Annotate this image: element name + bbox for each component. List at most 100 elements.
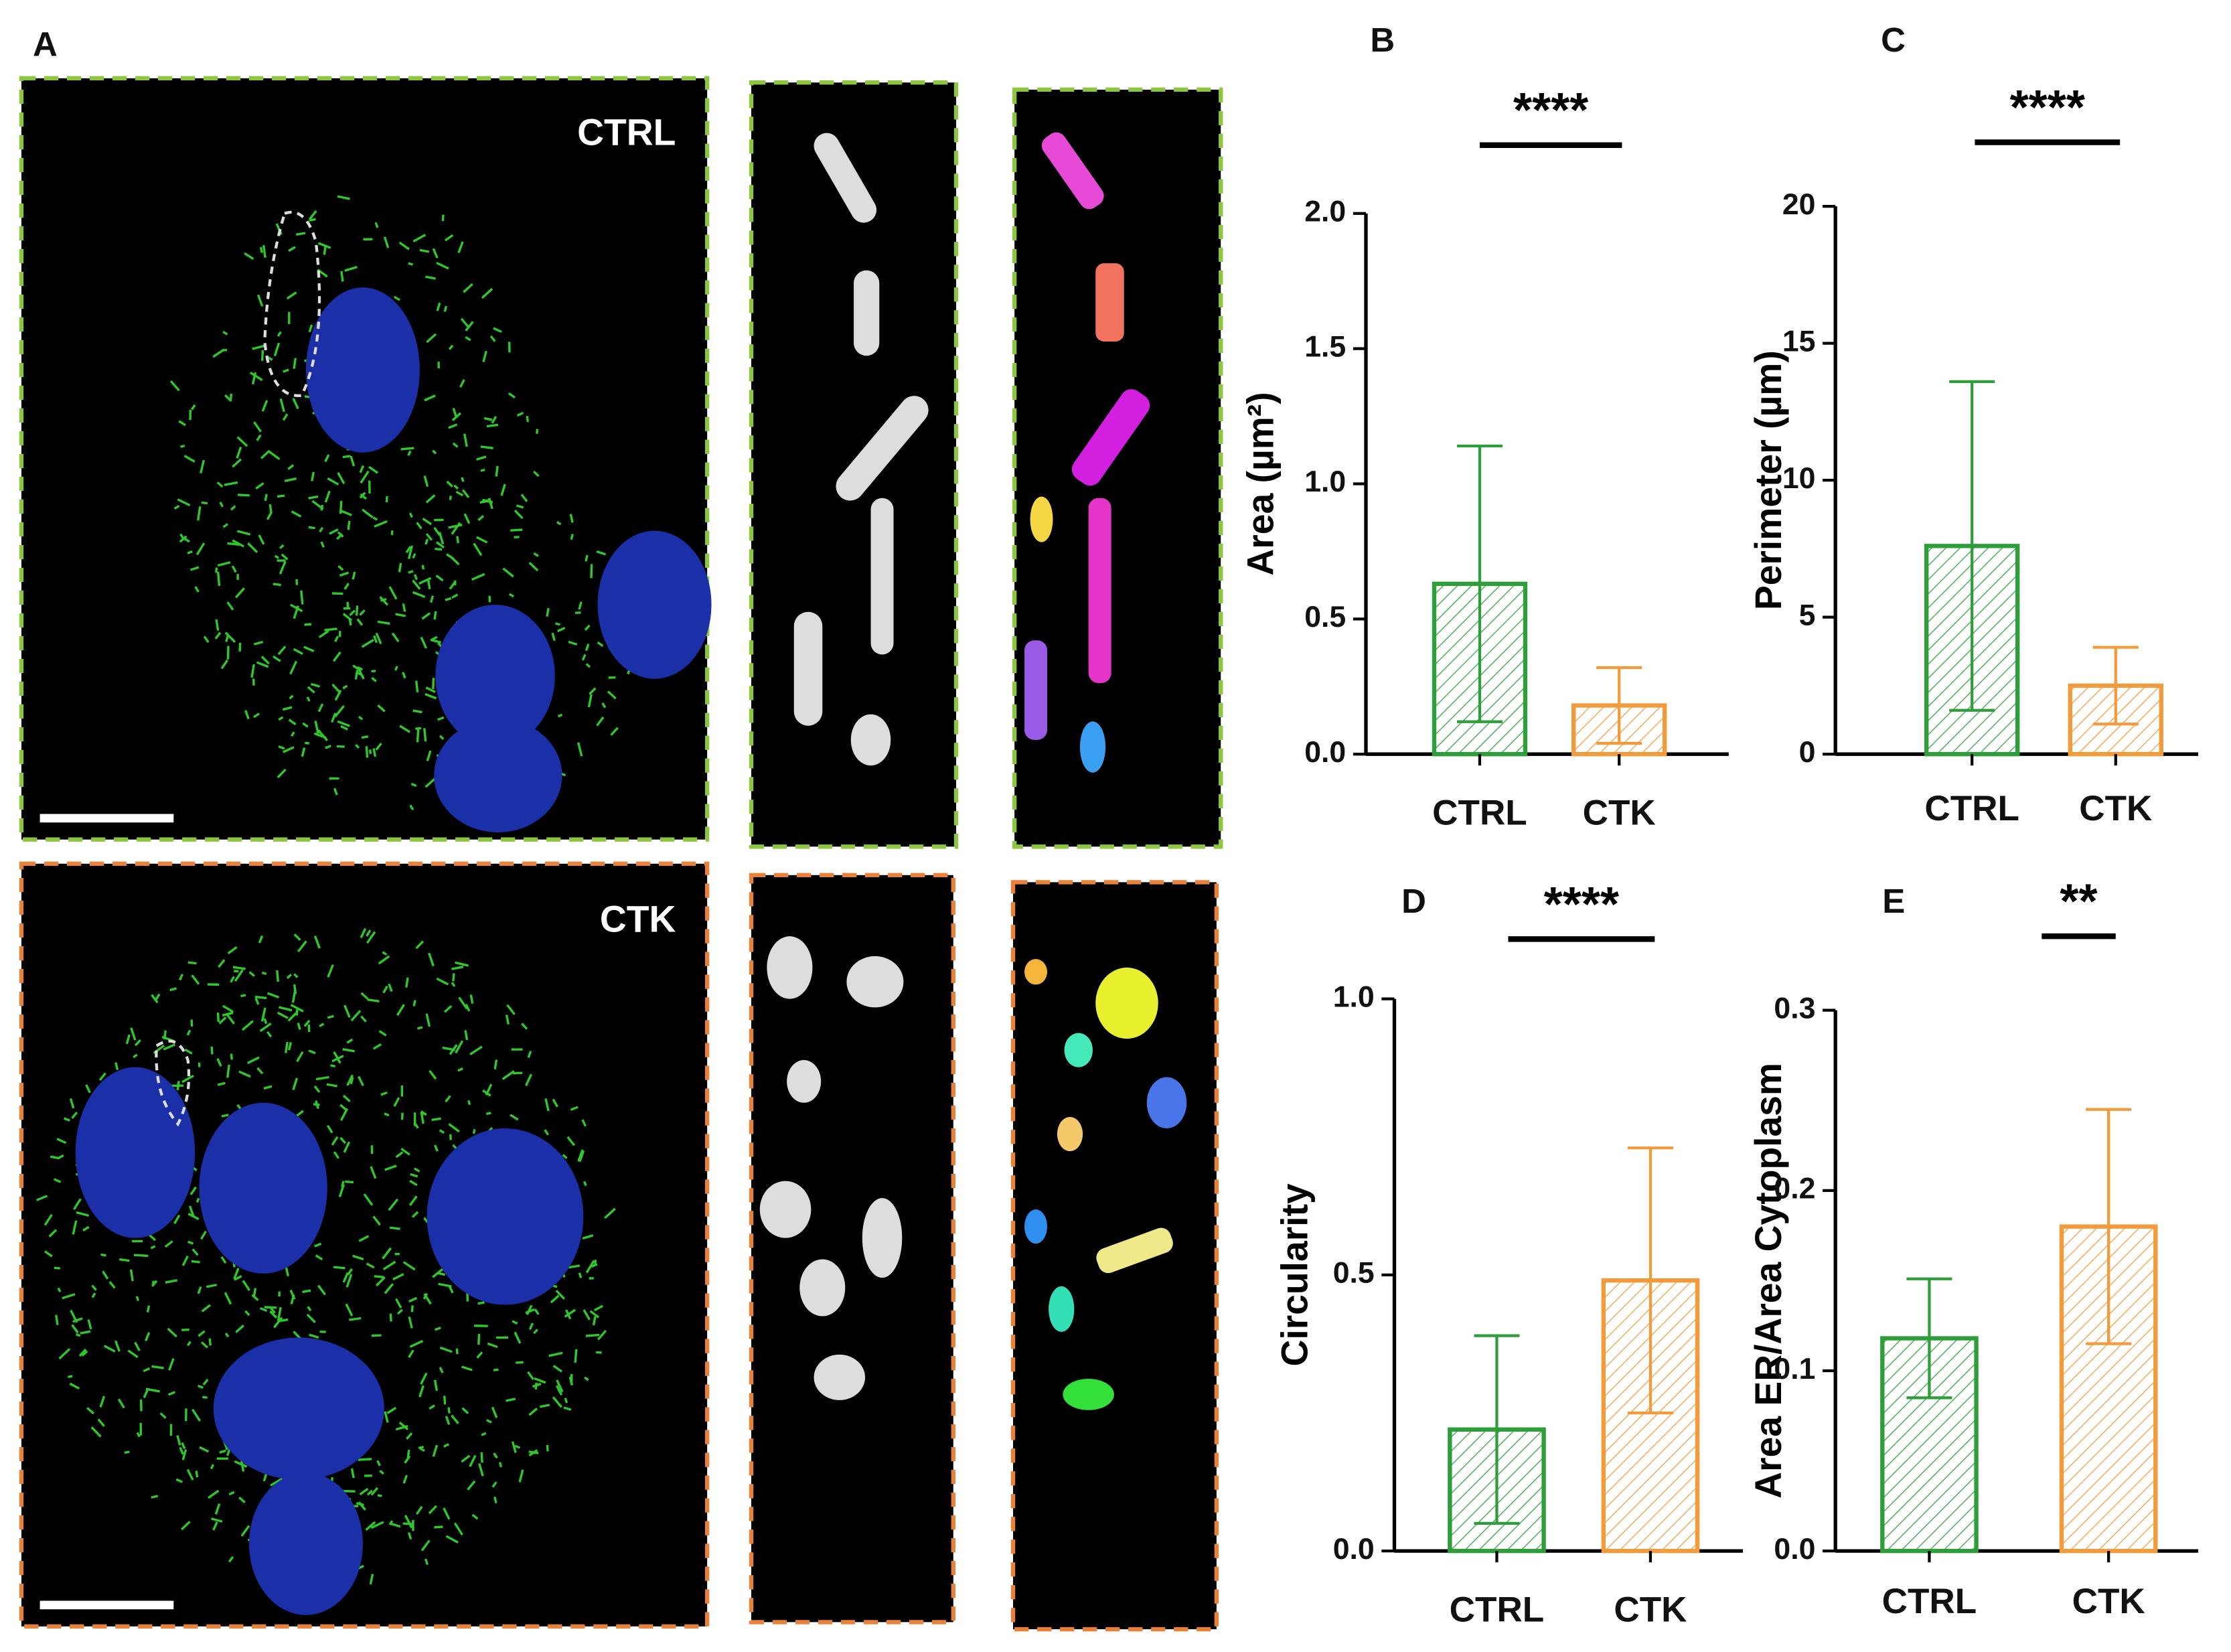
er-fragment [465, 335, 471, 342]
er-fragment [377, 1494, 382, 1497]
er-fragment [44, 1250, 53, 1258]
er-fragment [259, 1023, 272, 1033]
er-fragment [310, 682, 320, 688]
blob [814, 133, 877, 223]
er-fragment [400, 447, 414, 451]
er-fragment [500, 483, 506, 496]
er-fragment [570, 1106, 579, 1111]
er-fragment [241, 1020, 254, 1031]
er-fragment [469, 1454, 477, 1467]
er-fragment [445, 597, 452, 601]
er-fragment [452, 973, 455, 982]
er-fragment [459, 379, 465, 388]
er-fragment [421, 612, 431, 620]
er-fragment [273, 342, 281, 357]
er-fragment [235, 1325, 244, 1333]
er-fragment [217, 1081, 226, 1086]
er-fragment [375, 1276, 386, 1287]
er-fragment [198, 1330, 206, 1337]
er-fragment [498, 1462, 503, 1468]
er-fragment [347, 520, 351, 530]
er-fragment [244, 710, 250, 720]
er-fragment [135, 1296, 140, 1302]
er-fragment [300, 590, 304, 605]
er-fragment [145, 1332, 151, 1341]
blob [759, 1181, 812, 1238]
er-fragment [577, 1149, 584, 1162]
y-tick-label: 0.0 [1304, 736, 1346, 769]
error-bar [1627, 1146, 1673, 1415]
er-fragment [533, 470, 540, 477]
er-fragment [287, 464, 295, 470]
er-fragment [324, 627, 337, 631]
bar-chart: B **** Area (µm²) 0.0 0.5 1.0 1.5 2.0 CTRL CTK [1240, 21, 1729, 833]
er-fragment [194, 586, 200, 593]
er-fragment [432, 449, 437, 455]
er-fragment [358, 715, 364, 721]
er-fragment [418, 1385, 425, 1398]
er-fragment [412, 553, 416, 559]
blob [850, 714, 891, 766]
er-fragment [229, 393, 233, 402]
er-fragment [362, 508, 374, 518]
er-fragment [493, 1059, 498, 1070]
er-fragment [398, 562, 402, 573]
er-fragment [382, 985, 388, 994]
er-fragment [242, 1280, 250, 1291]
er-fragment [516, 1361, 524, 1364]
er-fragment [446, 553, 455, 560]
er-fragment [359, 465, 365, 473]
er-fragment [244, 1310, 250, 1317]
er-fragment [552, 1396, 563, 1408]
er-fragment [544, 1129, 550, 1136]
er-fragment [233, 1268, 240, 1280]
segment [1049, 1286, 1075, 1332]
er-fragment [359, 609, 366, 616]
er-fragment [164, 1240, 173, 1248]
er-fragment [215, 567, 218, 573]
er-fragment [315, 1075, 329, 1081]
er-fragment [344, 266, 358, 272]
er-fragment [380, 1091, 388, 1096]
er-fragment [50, 1155, 60, 1160]
er-fragment [187, 550, 193, 554]
er-fragment [431, 1117, 441, 1122]
er-fragment [528, 1408, 538, 1416]
bar-chart: D **** Circularity 0.0 0.5 1.0 CTRL CTK [1274, 878, 1744, 1630]
er-fragment [285, 1266, 289, 1277]
er-fragment [308, 324, 313, 333]
er-fragment [372, 748, 377, 757]
er-fragment [520, 494, 528, 502]
er-fragment [181, 1255, 189, 1266]
er-fragment [69, 1382, 80, 1390]
er-fragment [71, 1112, 78, 1119]
er-fragment [448, 1286, 454, 1294]
panel-letter: D [1401, 882, 1426, 920]
nucleus [434, 719, 562, 833]
er-fragment [568, 1376, 573, 1385]
er-fragment [240, 1460, 245, 1472]
er-fragment [479, 500, 489, 504]
image-ctrl [19, 76, 710, 842]
er-fragment [326, 1124, 333, 1134]
er-fragment [342, 1048, 355, 1053]
er-fragment [72, 1317, 83, 1323]
er-fragment [425, 494, 436, 504]
er-fragment [540, 1404, 550, 1408]
er-fragment [286, 974, 293, 979]
er-fragment [564, 1398, 568, 1404]
er-fragment [456, 536, 459, 544]
er-fragment [340, 725, 348, 731]
er-fragment [382, 1260, 396, 1271]
er-fragment [467, 1480, 476, 1491]
er-fragment [604, 1207, 616, 1219]
er-fragment [436, 977, 449, 986]
blob [787, 1060, 822, 1103]
er-fragment [71, 1324, 79, 1334]
er-fragment [311, 471, 315, 481]
y-tick-label: 0.5 [1304, 601, 1346, 633]
er-fragment [439, 1367, 444, 1373]
er-fragment [601, 702, 607, 708]
er-fragment [412, 709, 422, 714]
er-fragment [342, 455, 351, 459]
